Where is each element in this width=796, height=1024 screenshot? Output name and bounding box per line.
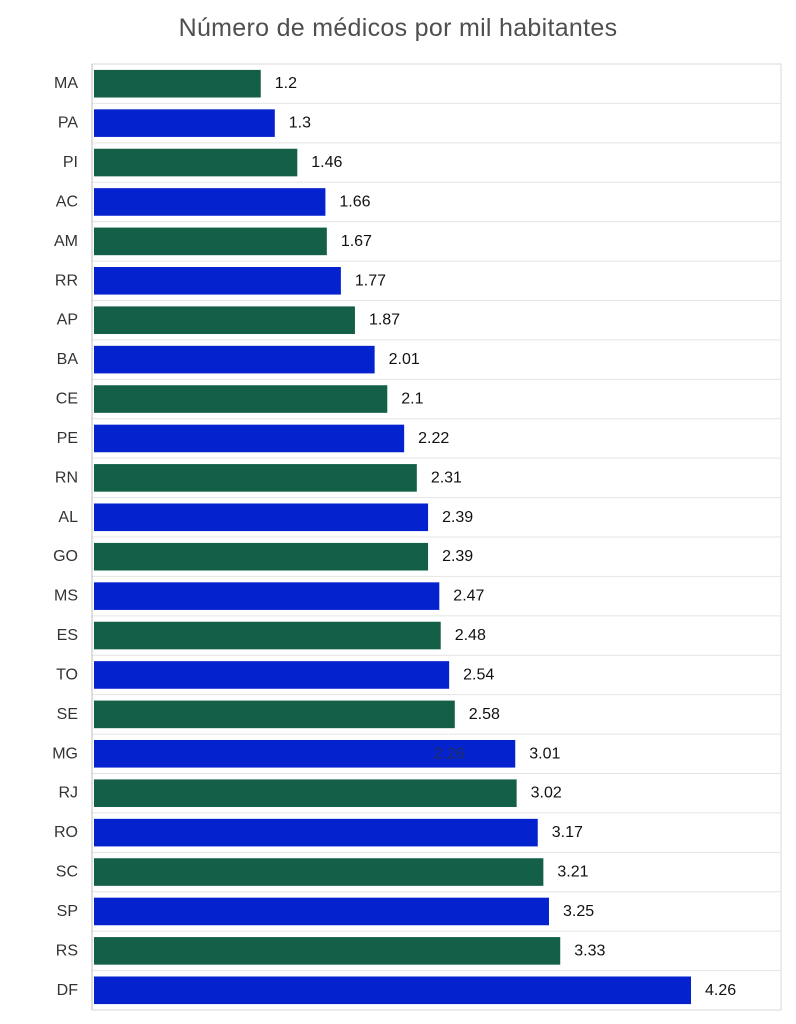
category-label-df: DF (57, 982, 79, 999)
value-label-to: 2.54 (463, 666, 494, 683)
category-label-ro: RO (54, 824, 78, 841)
category-label-se: SE (57, 706, 78, 723)
category-label-ba: BA (57, 351, 79, 368)
bar-to (94, 661, 450, 689)
value-label-rj: 3.02 (531, 785, 562, 802)
bar-ro (94, 818, 538, 847)
value-label-ba: 2.01 (389, 351, 420, 368)
category-label-ce: CE (56, 391, 78, 408)
bar-rs (94, 937, 561, 965)
bar-df (94, 976, 692, 1005)
category-label-sc: SC (56, 864, 78, 881)
category-label-rj: RJ (58, 785, 78, 802)
category-label-rr: RR (55, 272, 78, 289)
category-label-ma: MA (54, 75, 78, 92)
category-label-rs: RS (56, 942, 78, 959)
value-label-mg: 3.01 (529, 745, 560, 762)
category-label-ac: AC (56, 193, 78, 210)
bar-ms (94, 582, 440, 610)
value-label-pa: 1.3 (289, 115, 311, 132)
bar-rn (94, 464, 417, 492)
value-label-ap: 1.87 (369, 312, 400, 329)
bar-ac (94, 188, 326, 216)
value-label-ms: 2.47 (453, 588, 484, 605)
category-label-mg: MG (52, 745, 78, 762)
value-label-rs: 3.33 (574, 942, 605, 959)
category-label-pi: PI (63, 154, 78, 171)
value-label-ro: 3.17 (552, 824, 583, 841)
value-label-se: 2.58 (469, 706, 500, 723)
value-label-df: 4.26 (705, 982, 736, 999)
annotation-label: 2.26 (434, 745, 465, 762)
category-label-ap: AP (57, 312, 78, 329)
bar-go (94, 542, 429, 571)
bar-ap (94, 306, 355, 335)
bar-sc (94, 858, 544, 886)
value-label-pi: 1.46 (311, 154, 342, 171)
bar-am (94, 227, 327, 256)
value-label-al: 2.39 (442, 509, 473, 526)
category-label-go: GO (53, 548, 78, 565)
bar-pe (94, 424, 405, 453)
value-label-ma: 1.2 (275, 75, 297, 92)
value-label-go: 2.39 (442, 548, 473, 565)
category-label-ms: MS (54, 588, 78, 605)
value-label-rr: 1.77 (355, 272, 386, 289)
category-label-am: AM (54, 233, 78, 250)
bar-mg (94, 739, 516, 768)
chart-title: Número de médicos por mil habitantes (178, 14, 618, 42)
value-label-sc: 3.21 (557, 864, 588, 881)
value-label-am: 1.67 (341, 233, 372, 250)
category-label-to: TO (56, 666, 78, 683)
bar-es (94, 621, 441, 650)
bar-ba (94, 345, 375, 374)
bar-pi (94, 148, 298, 177)
category-label-pa: PA (58, 115, 78, 132)
category-label-sp: SP (57, 903, 78, 920)
bar-sp (94, 897, 549, 926)
bar-rj (94, 779, 517, 808)
bar-se (94, 700, 455, 729)
bar-al (94, 503, 429, 532)
category-label-al: AL (58, 509, 78, 526)
bar-ma (94, 69, 261, 98)
value-label-es: 2.48 (455, 627, 486, 644)
value-label-ac: 1.66 (339, 193, 370, 210)
category-label-rn: RN (55, 469, 78, 486)
value-label-pe: 2.22 (418, 430, 449, 447)
bar-rr (94, 266, 341, 295)
bar-ce (94, 385, 388, 413)
value-label-rn: 2.31 (431, 469, 462, 486)
value-label-sp: 3.25 (563, 903, 594, 920)
category-label-es: ES (57, 627, 78, 644)
bar-pa (94, 109, 275, 137)
category-label-pe: PE (57, 430, 78, 447)
value-label-ce: 2.1 (401, 391, 423, 408)
